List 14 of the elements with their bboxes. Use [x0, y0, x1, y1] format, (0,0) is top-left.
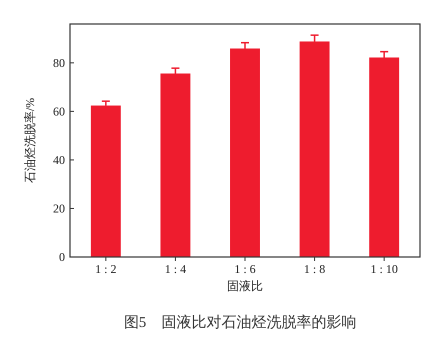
text: 图5 固液比对石油烃洗脱率的影响	[124, 314, 356, 331]
y-tick-label: 80	[53, 56, 65, 70]
y-tick-label: 0	[59, 250, 65, 264]
x-tick-label: 1 : 8	[304, 262, 326, 276]
bar	[90, 106, 121, 257]
x-tick-label: 1 : 10	[370, 262, 398, 276]
x-tick-label: 1 : 4	[164, 262, 186, 276]
y-tick-label: 60	[53, 104, 65, 119]
x-axis-title: 固液比	[227, 279, 263, 293]
y-tick-label: 40	[53, 153, 65, 168]
x-tick-label: 1 : 6	[234, 262, 256, 276]
y-axis-title: 石油烃洗脱率/%	[23, 98, 37, 184]
x-tick-label: 1 : 2	[95, 262, 117, 276]
y-tick-label: 20	[53, 202, 65, 216]
